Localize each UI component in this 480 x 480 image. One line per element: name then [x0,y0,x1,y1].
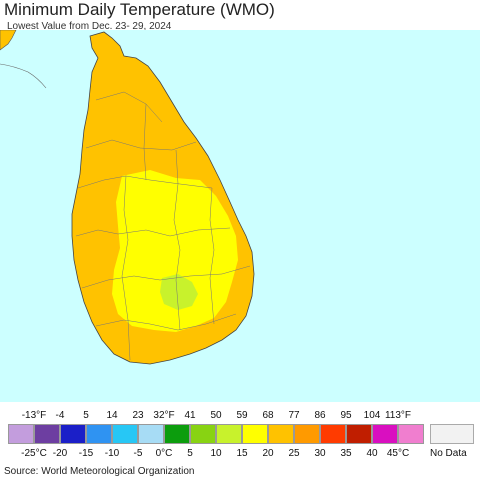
celsius-tick: 30 [314,448,326,459]
celsius-tick: -25°C [21,448,47,459]
fahrenheit-tick: 41 [184,410,196,421]
fahrenheit-tick: 23 [132,410,144,421]
legend-swatch [138,424,164,444]
legend-swatch [294,424,320,444]
fahrenheit-tick: 50 [210,410,222,421]
legend-swatch [372,424,398,444]
fahrenheit-tick: 104 [363,410,381,421]
fahrenheit-tick-row: -13°F -4 5 14 23 32°F 41 50 59 68 77 86 … [0,410,480,424]
legend-swatch [112,424,138,444]
fahrenheit-tick: 68 [262,410,274,421]
celsius-tick: 5 [187,448,193,459]
legend-swatch [190,424,216,444]
legend-swatch [242,424,268,444]
fahrenheit-tick: 5 [83,410,89,421]
source-credit: Source: World Meteorological Organizatio… [4,466,195,477]
legend-swatch [268,424,294,444]
india-landmass [0,30,17,51]
celsius-tick: 45°C [386,448,410,459]
celsius-tick: 35 [340,448,352,459]
map-subtitle: Lowest Value from Dec. 23- 29, 2024 [7,21,172,32]
legend-swatch [216,424,242,444]
legend-swatch [60,424,86,444]
temperature-map [0,30,480,402]
district-boundaries [75,91,251,361]
celsius-tick: -5 [133,448,143,459]
fahrenheit-tick: -4 [55,410,65,421]
celsius-tick: 0°C [155,448,173,459]
fahrenheit-tick: -13°F [21,410,47,421]
celsius-tick: 15 [236,448,248,459]
fahrenheit-tick: 86 [314,410,326,421]
fahrenheit-tick: 14 [106,410,118,421]
celsius-tick: 10 [210,448,222,459]
fahrenheit-tick: 32°F [153,410,175,421]
map-title: Minimum Daily Temperature (WMO) [4,0,275,19]
legend-swatch [34,424,60,444]
celsius-tick: -15 [78,448,94,459]
legend-swatch [8,424,34,444]
india-coastline [0,63,47,89]
fahrenheit-tick: 113°F [384,410,412,421]
legend-swatch [346,424,372,444]
fahrenheit-tick: 59 [236,410,248,421]
celsius-tick: 40 [366,448,378,459]
no-data-label: No Data [430,448,467,459]
celsius-tick: -20 [52,448,68,459]
fahrenheit-tick: 95 [340,410,352,421]
warm-zone-yellow [112,170,238,332]
no-data-swatch [430,424,474,444]
cool-zone-green [160,274,198,310]
legend-swatch [320,424,346,444]
celsius-tick: 25 [288,448,300,459]
legend-swatch [164,424,190,444]
legend-swatch [86,424,112,444]
celsius-tick-row: -25°C -20 -15 -10 -5 0°C 5 10 15 20 25 3… [0,448,480,462]
celsius-tick: 20 [262,448,274,459]
fahrenheit-tick: 77 [288,410,300,421]
legend-swatch [398,424,424,444]
celsius-tick: -10 [104,448,120,459]
